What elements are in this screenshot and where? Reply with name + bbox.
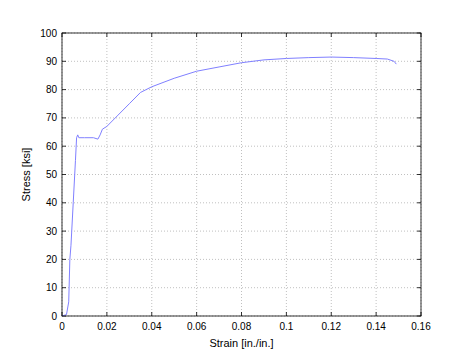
y-tick <box>417 287 421 288</box>
y-tick-label: 30 <box>46 226 58 237</box>
x-tick-label: 0.16 <box>411 321 431 332</box>
x-tick <box>196 33 197 37</box>
y-grid-line <box>62 89 421 90</box>
y-tick <box>62 146 66 147</box>
x-tick-label: 0.04 <box>142 321 162 332</box>
y-tick-label: 10 <box>46 282 58 293</box>
y-tick-label: 60 <box>46 141 58 152</box>
y-tick <box>62 202 66 203</box>
x-tick <box>151 312 152 316</box>
x-grid-line <box>376 33 377 316</box>
y-tick-label: 40 <box>46 197 58 208</box>
y-tick-label: 50 <box>46 169 58 180</box>
x-grid-line <box>286 33 287 316</box>
x-tick <box>241 312 242 316</box>
y-tick <box>417 174 421 175</box>
y-tick <box>62 287 66 288</box>
x-tick <box>376 33 377 37</box>
y-grid-line <box>62 231 421 232</box>
x-tick <box>151 33 152 37</box>
x-tick <box>106 312 107 316</box>
x-grid-line <box>196 33 197 316</box>
x-tick-label: 0.14 <box>366 321 386 332</box>
y-grid-line <box>62 202 421 203</box>
y-tick <box>62 259 66 260</box>
x-tick <box>376 312 377 316</box>
y-tick <box>417 202 421 203</box>
y-grid-line <box>62 259 421 260</box>
y-grid-line <box>62 146 421 147</box>
y-grid-line <box>62 61 421 62</box>
x-axis-label: Strain [in./in.] <box>209 337 273 349</box>
y-tick-label: 90 <box>46 56 58 67</box>
y-tick <box>62 117 66 118</box>
x-grid-line <box>331 33 332 316</box>
x-tick <box>196 312 197 316</box>
stress-strain-line <box>62 57 396 316</box>
y-grid-line <box>62 287 421 288</box>
y-tick-label: 100 <box>40 28 57 39</box>
plot-area <box>62 33 421 316</box>
chart: 0 0.02 0.04 0.06 0.08 0.1 0.12 0.14 0.16 0 10 20 30 4… <box>0 0 467 363</box>
y-grid-line <box>62 174 421 175</box>
y-tick-label: 20 <box>46 254 58 265</box>
x-tick-label: 0.06 <box>187 321 207 332</box>
x-tick-label: 0.08 <box>232 321 252 332</box>
y-tick-label: 0 <box>51 311 57 322</box>
y-tick <box>62 61 66 62</box>
y-tick <box>62 174 66 175</box>
x-tick-label: 0 <box>59 321 65 332</box>
y-tick <box>417 61 421 62</box>
y-tick <box>62 89 66 90</box>
x-tick <box>286 312 287 316</box>
x-tick-label: 0.02 <box>97 321 117 332</box>
y-tick <box>62 231 66 232</box>
y-tick <box>417 117 421 118</box>
x-tick <box>241 33 242 37</box>
plot-frame <box>62 33 421 316</box>
y-tick <box>417 231 421 232</box>
background <box>0 0 467 363</box>
y-tick-label: 70 <box>46 112 58 123</box>
y-tick-label: 80 <box>46 84 58 95</box>
x-tick-label: 0.12 <box>322 321 342 332</box>
x-grid-line <box>241 33 242 316</box>
series-group <box>62 57 396 316</box>
y-tick <box>417 89 421 90</box>
y-tick <box>417 259 421 260</box>
x-tick <box>331 33 332 37</box>
x-tick <box>331 312 332 316</box>
y-axis-label: Stress [ksi] <box>20 148 32 202</box>
x-tick <box>106 33 107 37</box>
y-tick <box>417 146 421 147</box>
x-tick-label: 0.1 <box>279 321 293 332</box>
x-tick <box>286 33 287 37</box>
